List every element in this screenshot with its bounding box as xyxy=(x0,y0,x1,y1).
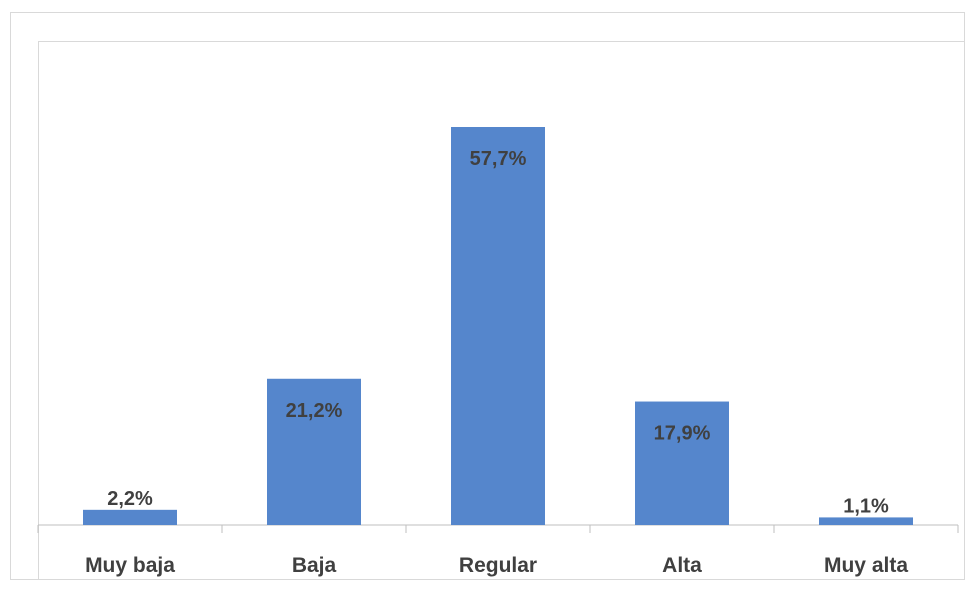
x-tick-label: Baja xyxy=(292,554,337,577)
data-label: 21,2% xyxy=(286,400,343,422)
data-label: 17,9% xyxy=(654,423,711,445)
bar-regular xyxy=(451,127,545,525)
x-tick-label: Regular xyxy=(459,554,537,577)
bar-alta xyxy=(635,401,729,525)
bar-baja xyxy=(267,378,361,525)
data-label: 1,1% xyxy=(843,495,889,517)
bar-muy-alta xyxy=(819,517,913,525)
x-tick-label: Muy baja xyxy=(85,554,175,577)
x-tick-label: Alta xyxy=(662,554,702,577)
plot-area xyxy=(38,41,965,580)
x-tick-label: Muy alta xyxy=(824,554,908,577)
data-label: 2,2% xyxy=(107,488,153,510)
data-label: 57,7% xyxy=(470,148,527,170)
bar-muy-baja xyxy=(83,509,177,525)
